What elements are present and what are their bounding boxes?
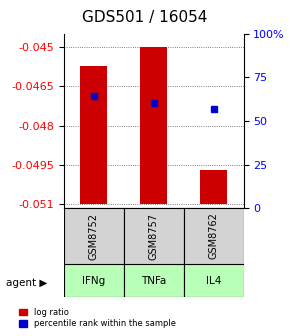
Text: IL4: IL4 [206,276,221,286]
Text: GSM8762: GSM8762 [209,213,219,259]
Text: IFNg: IFNg [82,276,105,286]
Legend: log ratio, percentile rank within the sample: log ratio, percentile rank within the sa… [19,308,176,329]
Bar [64,264,124,297]
Bar [124,264,184,297]
Bar [184,208,244,264]
Text: GSM8752: GSM8752 [89,213,99,259]
Bar [184,264,244,297]
Text: agent ▶: agent ▶ [6,278,47,288]
Bar [200,170,227,204]
Text: GSM8757: GSM8757 [149,213,159,259]
Text: TNFa: TNFa [141,276,166,286]
Bar [124,208,184,264]
Bar [140,47,167,204]
Bar [64,208,124,264]
Text: GDS501 / 16054: GDS501 / 16054 [82,10,208,25]
Bar [80,67,107,204]
